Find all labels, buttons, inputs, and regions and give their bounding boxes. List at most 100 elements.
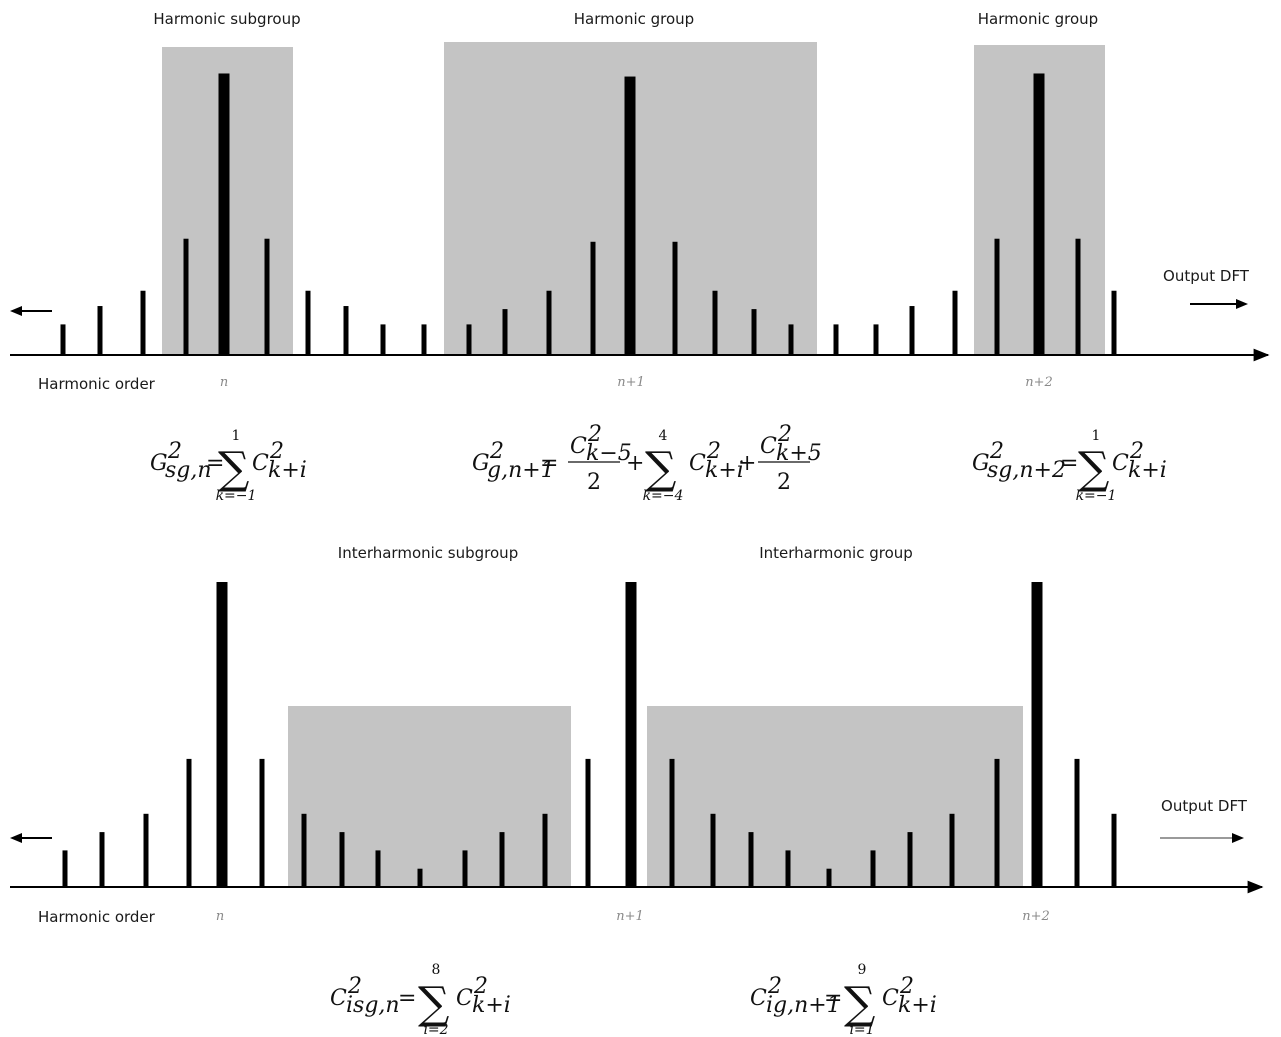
top-spectral-line-16 <box>712 290 718 355</box>
svg-text:4: 4 <box>659 428 668 444</box>
bottom-tick-n: n <box>216 909 224 924</box>
top-spectral-line-10 <box>466 324 472 355</box>
region-label-harmonic-group: Harmonic group <box>574 10 694 28</box>
top-spectral-line-7 <box>343 306 349 355</box>
bottom-spectral-line-4 <box>216 582 228 887</box>
svg-text:C: C <box>882 986 899 1011</box>
top-panel: Harmonic subgroup Harmonic group Harmoni… <box>10 10 1270 504</box>
top-spectral-line-22 <box>952 290 958 355</box>
svg-text:2: 2 <box>706 439 721 464</box>
top-tick-n: n <box>220 375 228 390</box>
top-spectral-line-25 <box>1075 238 1081 355</box>
top-spectral-line-8 <box>380 324 386 355</box>
bottom-spectral-line-2 <box>143 813 149 887</box>
svg-text:2: 2 <box>347 974 362 999</box>
svg-text:=: = <box>824 986 842 1011</box>
bottom-spectral-line-14 <box>625 582 637 887</box>
svg-text:i=1: i=1 <box>849 1022 874 1037</box>
bottom-spectral-line-6 <box>301 813 307 887</box>
top-spectral-lines <box>60 73 1117 355</box>
svg-text:isg,n: isg,n <box>346 993 400 1018</box>
svg-text:2: 2 <box>899 974 914 999</box>
top-spectral-line-17 <box>751 309 757 355</box>
bottom-spectral-line-10 <box>462 850 468 887</box>
top-spectral-line-9 <box>421 324 427 355</box>
top-output-dft-label: Output DFT <box>1163 267 1250 285</box>
svg-text:k+i: k+i <box>898 993 937 1018</box>
svg-text:C: C <box>456 986 473 1011</box>
svg-text:=: = <box>1060 451 1078 476</box>
svg-text:∑: ∑ <box>218 443 249 494</box>
bottom-spectral-line-24 <box>1031 582 1043 887</box>
svg-text:g,n+1: g,n+1 <box>487 458 555 483</box>
bottom-tick-n-plus-1: n+1 <box>616 909 644 924</box>
svg-text:G: G <box>972 451 990 476</box>
bottom-spectral-line-13 <box>585 758 591 887</box>
svg-text:k+i: k+i <box>472 993 511 1018</box>
bottom-panel: Interharmonic subgroup Interharmonic gro… <box>10 544 1264 1037</box>
svg-text:2: 2 <box>473 974 488 999</box>
bottom-harmonic-order-label: Harmonic order <box>38 908 156 926</box>
svg-text:2: 2 <box>587 422 602 447</box>
bottom-spectral-line-11 <box>499 832 505 887</box>
bottom-output-dft-label: Output DFT <box>1161 797 1248 815</box>
svg-text:ig,n+1: ig,n+1 <box>766 993 841 1018</box>
formula-interharmonic-group-n-plus-1: C 2 ig,n+1 = ∑ 9 i=1 C 2 k+i <box>750 962 937 1037</box>
bottom-spectral-line-3 <box>186 758 192 887</box>
bottom-left-arrow <box>10 833 52 843</box>
top-spectral-line-12 <box>546 290 552 355</box>
bottom-spectral-line-0 <box>62 850 68 887</box>
svg-text:C: C <box>252 451 269 476</box>
bottom-spectral-line-23 <box>994 758 1000 887</box>
svg-text:k=−1: k=−1 <box>1076 488 1117 504</box>
bottom-output-arrow <box>1160 833 1244 843</box>
bottom-spectral-line-21 <box>907 832 913 887</box>
top-spectral-line-0 <box>60 324 66 355</box>
top-spectral-line-15 <box>672 241 678 355</box>
svg-text:=: = <box>206 451 224 476</box>
bottom-spectral-line-9 <box>417 868 423 887</box>
interharmonic-subgroup-region <box>288 706 571 887</box>
top-spectral-line-20 <box>873 324 879 355</box>
svg-text:=: = <box>540 451 558 476</box>
top-left-arrow <box>10 306 52 316</box>
bottom-spectral-lines <box>62 582 1117 887</box>
svg-text:i=2: i=2 <box>423 1022 448 1037</box>
region-label-harmonic-group-2: Harmonic group <box>978 10 1098 28</box>
svg-text:∑: ∑ <box>1078 443 1109 494</box>
top-spectral-line-6 <box>305 290 311 355</box>
formula-harmonic-subgroup-n: G 2 sg,n = ∑ 1 k=−1 C 2 k+i <box>150 428 307 504</box>
top-spectral-line-14 <box>624 76 636 355</box>
svg-text:sg,n+2: sg,n+2 <box>987 458 1066 483</box>
svg-text:k=−1: k=−1 <box>216 488 257 504</box>
svg-text:+: + <box>626 451 644 476</box>
svg-text:∑: ∑ <box>418 978 449 1029</box>
top-tick-n-plus-2: n+2 <box>1025 375 1053 390</box>
bottom-spectral-line-19 <box>826 868 832 887</box>
svg-text:2: 2 <box>489 439 504 464</box>
svg-text:k+i: k+i <box>705 458 744 483</box>
top-spectral-line-26 <box>1111 290 1117 355</box>
top-spectral-line-4 <box>218 73 230 355</box>
top-spectral-line-13 <box>590 241 596 355</box>
top-spectral-line-24 <box>1033 73 1045 355</box>
formula-interharmonic-subgroup-n: C 2 isg,n = ∑ 8 i=2 C 2 k+i <box>330 962 511 1037</box>
bottom-tick-n-plus-2: n+2 <box>1022 909 1050 924</box>
svg-text:9: 9 <box>858 962 867 978</box>
svg-text:2: 2 <box>767 974 782 999</box>
svg-text:8: 8 <box>432 962 441 978</box>
svg-text:2: 2 <box>777 422 792 447</box>
svg-text:k+i: k+i <box>1128 458 1167 483</box>
bottom-spectral-line-5 <box>259 758 265 887</box>
svg-text:2: 2 <box>269 439 284 464</box>
bottom-spectral-line-18 <box>785 850 791 887</box>
svg-text:∑: ∑ <box>645 443 676 494</box>
top-spectral-line-23 <box>994 238 1000 355</box>
bottom-spectral-line-25 <box>1074 758 1080 887</box>
svg-text:G: G <box>472 451 490 476</box>
top-tick-n-plus-1: n+1 <box>617 375 645 390</box>
bottom-spectral-line-20 <box>870 850 876 887</box>
svg-text:2: 2 <box>587 470 601 495</box>
region-label-interharmonic-group: Interharmonic group <box>759 544 913 562</box>
svg-text:2: 2 <box>777 470 791 495</box>
